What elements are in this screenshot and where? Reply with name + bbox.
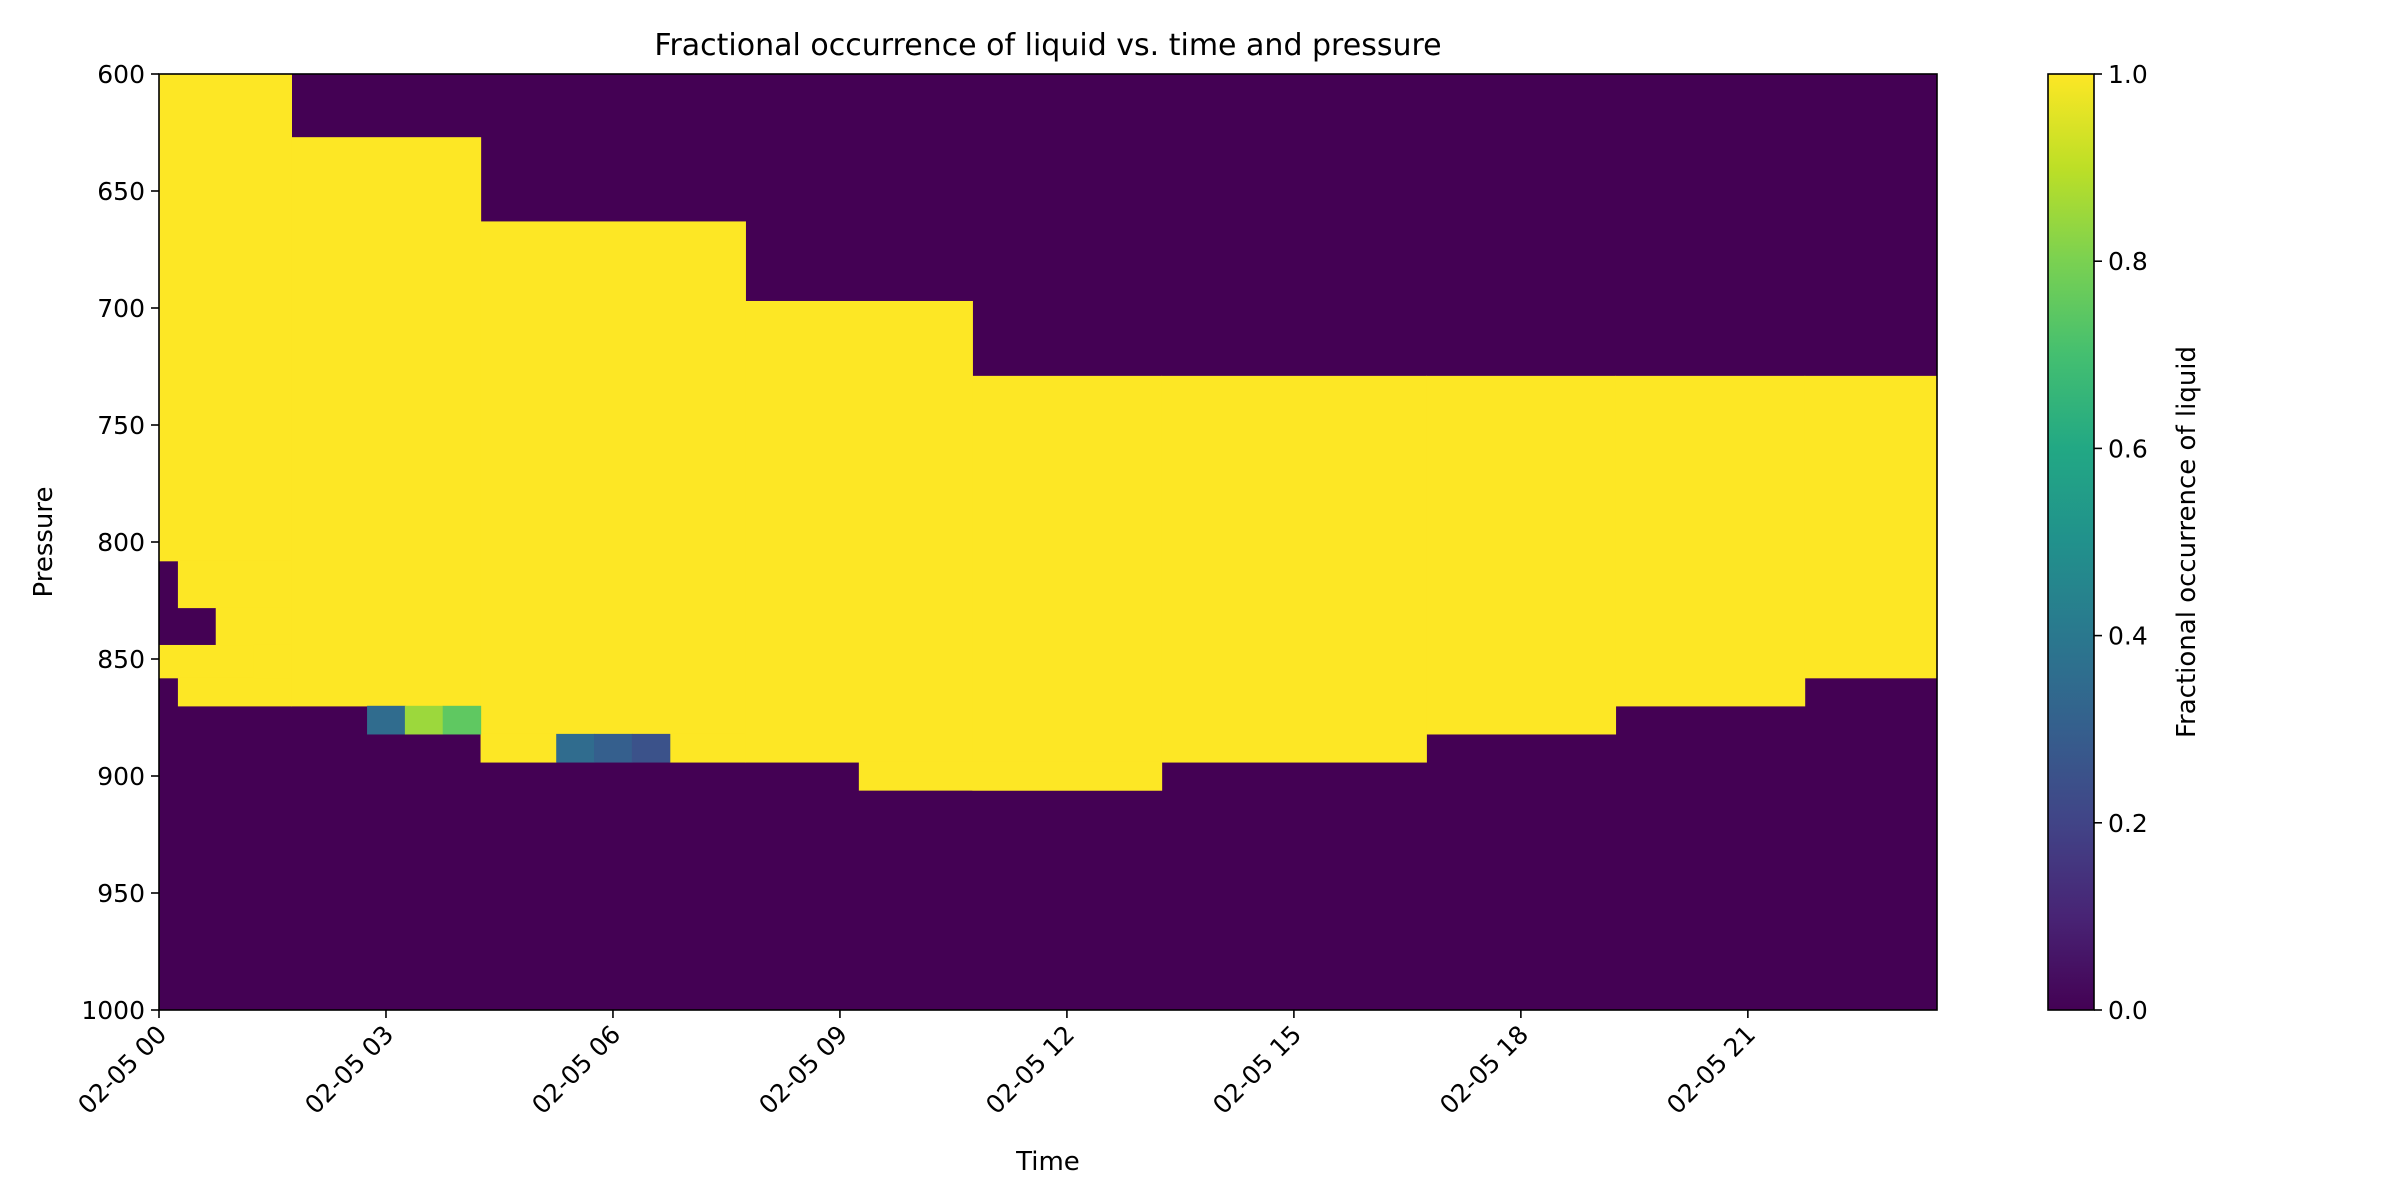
colorbar-label: Fractional occurrence of liquid: [2172, 346, 2202, 738]
colorbar-tick-label: 0.8: [2108, 247, 2148, 276]
y-tick-label: 950: [97, 879, 145, 908]
heatmap-cell: [253, 644, 292, 679]
heatmap-cell: [1804, 375, 1938, 679]
heatmap-cell: [291, 137, 482, 707]
y-tick-label: 700: [97, 294, 145, 323]
heatmap-cell: [669, 733, 746, 763]
y-tick-label: 750: [97, 411, 145, 440]
colorbar-tick-label: 0.2: [2108, 809, 2148, 838]
heatmap-cell: [480, 733, 557, 763]
colorbar-tick-label: 0.4: [2108, 622, 2148, 651]
heatmap-cell: [631, 733, 671, 763]
heatmap-cell: [177, 677, 292, 707]
x-tick-label: 02-05 15: [1207, 1020, 1307, 1120]
heatmap-cell: [745, 300, 973, 763]
heatmap-cell: [215, 607, 292, 646]
x-axis: 02-05 00 02-05 03 02-05 06 02-05 09 02-05 12…: [72, 1010, 1761, 1120]
heatmap-cell: [159, 74, 292, 562]
colorbar: [2047, 73, 2095, 1011]
y-tick-label: 850: [97, 645, 145, 674]
y-tick-label: 600: [97, 60, 145, 89]
heatmap-cell: [858, 761, 1163, 791]
y-tick-label: 650: [97, 177, 145, 206]
chart-title: Fractional occurrence of liquid vs. time…: [654, 28, 1441, 63]
x-tick-label: 02-05 12: [980, 1020, 1080, 1120]
heatmap-cell: [480, 221, 746, 735]
heatmap-cell: [594, 733, 633, 763]
x-tick-label: 02-05 00: [72, 1020, 172, 1120]
y-axis: 600 650 700 750 800 850 900 950 1000: [81, 60, 159, 1025]
x-tick-label: 02-05 18: [1434, 1020, 1534, 1120]
x-tick-label: 02-05 09: [753, 1020, 853, 1120]
y-tick-label: 800: [97, 528, 145, 557]
heatmap-cell: [1426, 375, 1617, 735]
heatmap-cell: [404, 705, 444, 735]
heatmap-cell: [972, 375, 1163, 791]
colorbar-tick-label: 0.0: [2108, 996, 2148, 1025]
y-tick-label: 1000: [81, 996, 145, 1025]
x-tick-label: 02-05 03: [299, 1020, 399, 1120]
heatmap-cell: [556, 733, 595, 763]
heatmap-cell: [442, 705, 482, 735]
x-tick-label: 02-05 06: [526, 1020, 626, 1120]
x-axis-label: Time: [1015, 1147, 1080, 1177]
heatmap-cells: [159, 74, 1938, 791]
heatmap-cell: [367, 705, 406, 735]
colorbar-tick-label: 1.0: [2108, 60, 2148, 89]
y-axis-label: Pressure: [29, 486, 59, 597]
heatmap-cell: [177, 560, 292, 609]
y-tick-label: 900: [97, 762, 145, 791]
colorbar-ticks: 0.0 0.2 0.4 0.6 0.8 1.0: [2094, 60, 2148, 1025]
heatmap-cell: [1161, 375, 1427, 763]
colorbar-tick-label: 0.6: [2108, 434, 2148, 463]
x-tick-label: 02-05 21: [1661, 1020, 1761, 1120]
heatmap-cell: [1615, 375, 1806, 707]
